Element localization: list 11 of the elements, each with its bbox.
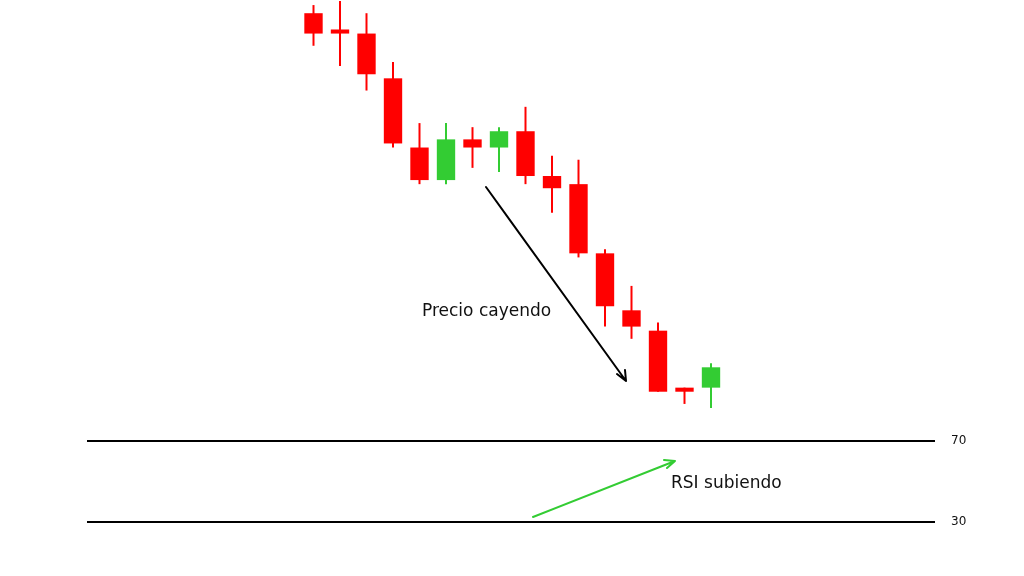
text: RSI subiendo	[671, 472, 782, 492]
annotation: Precio cayendo	[422, 300, 552, 320]
candlestick	[622, 284, 641, 340]
candlestick	[330, 1, 350, 68]
candlestick	[463, 126, 482, 169]
candlestick	[304, 4, 323, 47]
candlestick	[701, 362, 721, 408]
candlestick	[542, 154, 562, 214]
candlestick	[489, 126, 509, 173]
text: 30	[951, 514, 967, 528]
text: 70	[951, 433, 967, 447]
